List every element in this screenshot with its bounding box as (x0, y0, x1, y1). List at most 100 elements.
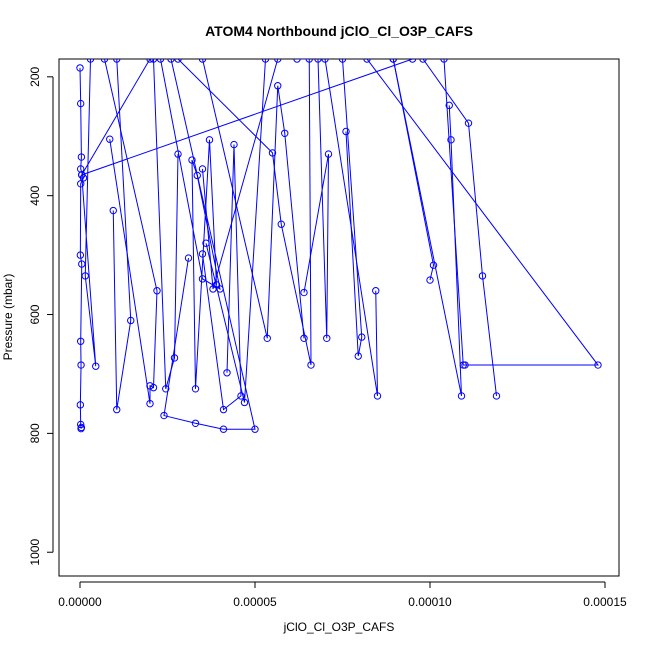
data-point (109, 206, 117, 215)
data-point (307, 361, 315, 369)
data-point (205, 136, 214, 144)
data-point (461, 361, 469, 369)
data-point (78, 260, 86, 268)
series-line-5 (163, 59, 256, 430)
data-point (127, 316, 135, 325)
data-point (268, 149, 277, 157)
data-point (440, 59, 448, 63)
y-tick-label: 600 (28, 304, 42, 324)
data-point (174, 59, 182, 63)
data-point (76, 64, 84, 72)
y-tick-label: 400 (28, 185, 42, 205)
plot-frame (58, 58, 620, 577)
series-line-6 (160, 59, 221, 389)
data-point (594, 361, 602, 369)
data-point (219, 405, 228, 414)
data-point (146, 382, 154, 390)
data-point (77, 99, 85, 108)
data-point (92, 362, 100, 370)
data-point (188, 156, 196, 164)
data-point (191, 419, 200, 427)
data-point (170, 354, 179, 362)
x-axis-label: jClO_Cl_O3P_CAFS (283, 620, 395, 634)
data-point (160, 411, 168, 420)
data-point (76, 251, 85, 259)
data-point (464, 119, 473, 127)
data-point (358, 333, 366, 341)
data-point (106, 135, 114, 143)
data-point (191, 385, 200, 393)
data-point (300, 334, 308, 342)
series-line-8 (205, 59, 266, 403)
data-point (389, 59, 397, 63)
data-point (209, 285, 217, 293)
data-point (113, 405, 121, 414)
x-tick-label: 0.00015 (583, 595, 627, 609)
data-point (426, 276, 434, 284)
series-layer (76, 59, 602, 433)
data-point (81, 272, 89, 280)
series-line-2 (104, 59, 158, 404)
data-point (100, 59, 109, 63)
y-tick-label: 200 (28, 66, 42, 86)
data-point (277, 220, 285, 228)
data-point (408, 59, 417, 63)
data-point (156, 59, 165, 63)
data-point (274, 59, 282, 63)
data-point (198, 59, 207, 63)
data-point (263, 334, 271, 342)
data-point (149, 59, 158, 63)
data-point (146, 399, 154, 408)
data-point (261, 59, 270, 63)
series-line-19 (81, 59, 413, 176)
data-point (149, 383, 158, 392)
series-line-9 (202, 59, 305, 339)
series-line-3 (112, 59, 132, 410)
data-point (240, 398, 249, 407)
data-point (321, 59, 329, 63)
data-point (323, 334, 331, 342)
data-point (86, 59, 95, 63)
data-point (78, 171, 86, 179)
y-tick-label: 1000 (28, 539, 42, 566)
data-point (193, 171, 201, 180)
data-point (429, 261, 438, 269)
x-tick-label: 0.00000 (58, 595, 102, 609)
series-line-10 (177, 59, 312, 366)
data-point (162, 385, 170, 393)
series-line-7 (202, 144, 242, 411)
data-point (230, 140, 238, 149)
data-point (146, 59, 154, 63)
data-point (77, 420, 85, 429)
data-point (478, 272, 487, 280)
data-point (237, 392, 245, 400)
y-tick-label: 800 (28, 423, 42, 443)
data-point (223, 369, 231, 377)
series-line-0 (79, 67, 85, 429)
x-axis: 0.00000 0.00005 0.00010 0.00015 (58, 581, 627, 609)
data-point (113, 59, 121, 63)
data-point (153, 287, 161, 295)
series-line-13 (324, 59, 378, 397)
series-line-18 (366, 59, 600, 366)
series-line-15 (392, 59, 435, 281)
data-point (363, 59, 371, 63)
series-line-12 (342, 59, 363, 357)
data-point (281, 129, 289, 137)
data-point (373, 392, 382, 400)
data-point (219, 425, 228, 433)
data-point (167, 59, 175, 63)
chart-title: ATOM4 Northbound jClO_Cl_O3P_CAFS (205, 23, 473, 39)
data-point (77, 180, 85, 188)
data-point (324, 150, 333, 158)
data-point (492, 392, 501, 400)
data-point (77, 153, 86, 161)
data-point (305, 59, 313, 63)
data-point (419, 59, 427, 63)
data-point (77, 361, 85, 369)
data-point (77, 337, 85, 345)
data-point (445, 101, 453, 110)
data-point (342, 127, 350, 136)
data-point (198, 250, 207, 258)
